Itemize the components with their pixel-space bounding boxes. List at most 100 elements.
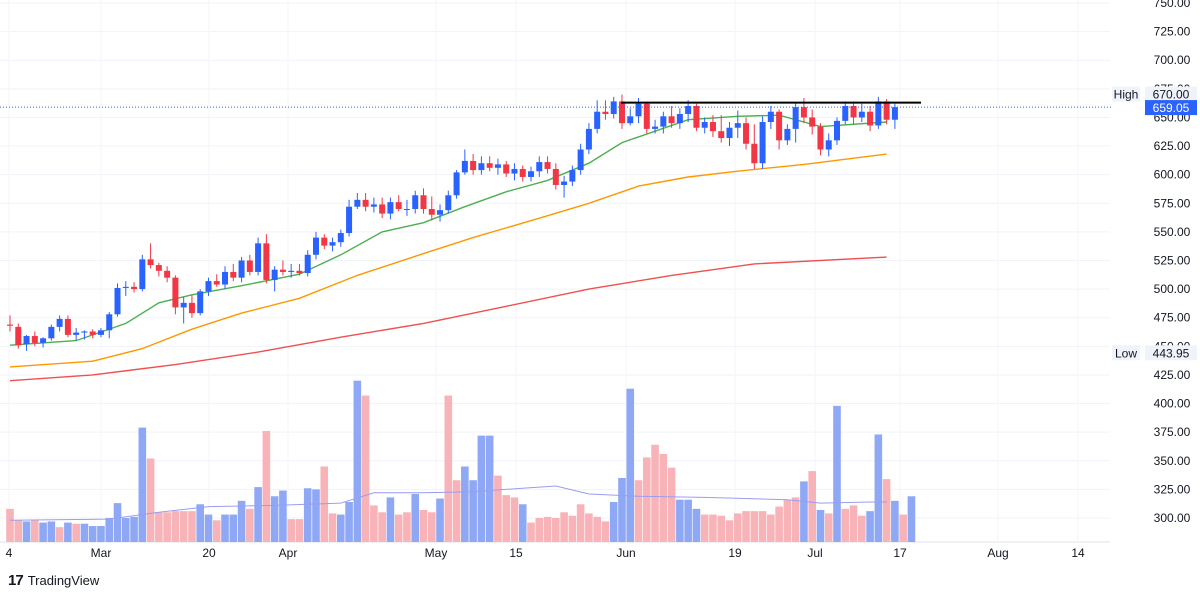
volume-bar: [370, 505, 378, 542]
price-tick-label: 350.00: [1154, 454, 1191, 468]
low-value: 443.95: [1153, 346, 1190, 360]
volume-bar: [642, 457, 651, 542]
volume-bar: [899, 514, 907, 542]
volume-bar: [791, 497, 800, 542]
volume-bar: [527, 522, 535, 542]
time-axis[interactable]: 4 Mar 20 Apr May 15 Jun 19 Jul 17 Aug 14: [6, 546, 1085, 560]
volume-bar: [378, 512, 386, 542]
candle: [834, 117, 840, 145]
candle: [64, 315, 71, 338]
volume-bar: [568, 515, 577, 542]
candle: [56, 315, 63, 332]
candle: [726, 122, 733, 147]
volume-bar: [22, 521, 31, 542]
volume-bar: [179, 511, 188, 542]
volume-bar: [105, 518, 114, 542]
volume-bar: [469, 480, 477, 542]
tradingview-branding[interactable]: 17 TradingView: [8, 572, 99, 589]
candle: [172, 275, 179, 315]
candle: [197, 289, 204, 316]
candle: [461, 149, 468, 175]
candle: [685, 100, 692, 123]
candle: [652, 119, 659, 134]
candle: [561, 175, 568, 198]
candle: [478, 156, 485, 175]
volume-bar: [891, 500, 899, 542]
candle: [222, 266, 229, 290]
candle: [569, 165, 576, 187]
candle: [453, 170, 460, 199]
tradingview-logo-icon: 17: [8, 572, 24, 589]
grid-lines: [0, 2, 1110, 543]
candle: [122, 281, 129, 296]
price-tick-label: 425.00: [1154, 368, 1191, 382]
volume-bar: [6, 508, 14, 542]
candle: [668, 106, 675, 128]
candle: [354, 192, 361, 209]
volume-bar: [337, 514, 345, 542]
volume-bar: [427, 512, 436, 542]
candle: [387, 197, 394, 220]
candle: [73, 328, 80, 341]
candle: [106, 312, 113, 339]
volume-bar: [229, 514, 238, 542]
brand-name: TradingView: [27, 573, 100, 588]
volume-bar: [634, 480, 643, 542]
price-tick-label: 700.00: [1154, 53, 1191, 67]
candle: [552, 163, 559, 190]
volume-bar: [849, 505, 858, 542]
candle: [867, 106, 874, 132]
candle: [577, 143, 584, 175]
time-tick-label: Aug: [987, 546, 1008, 560]
volume-bar: [419, 509, 428, 542]
candle: [379, 197, 386, 219]
time-tick-label: May: [425, 546, 448, 560]
volume-bar: [246, 508, 254, 542]
volume-bar: [279, 490, 287, 542]
volume-bar: [833, 405, 841, 542]
volume-bar: [221, 514, 229, 542]
price-tick-label: 750.00: [1154, 0, 1191, 10]
volume-bar: [816, 509, 825, 542]
volume-bar: [626, 388, 635, 542]
volume-bar: [510, 497, 519, 542]
price-tick-label: 525.00: [1154, 254, 1191, 268]
volume-bar: [700, 514, 709, 542]
volume-bar: [676, 499, 684, 542]
ema-mid-line: [9, 153, 887, 368]
candle: [271, 266, 278, 292]
volume-bar: [80, 523, 89, 542]
candle: [494, 158, 501, 175]
candle: [709, 115, 716, 137]
volume-bar: [47, 521, 56, 542]
time-tick-label: Apr: [279, 546, 298, 560]
volume-bars: [6, 380, 916, 542]
candle: [767, 106, 774, 129]
volume-bar: [750, 511, 759, 542]
volume-bar: [39, 522, 47, 542]
price-tick-label: 300.00: [1154, 511, 1191, 525]
price-axis[interactable]: 750.00725.00700.00675.00650.00625.00600.…: [1112, 0, 1200, 545]
volume-bar: [775, 506, 783, 542]
candle: [205, 277, 212, 296]
volume-bar: [882, 479, 891, 542]
candle: [329, 237, 336, 252]
volume-bar: [709, 514, 717, 542]
volume-bar: [411, 493, 420, 542]
volume-bar: [403, 512, 411, 542]
candle: [288, 263, 295, 278]
candle: [519, 165, 526, 182]
candle: [693, 103, 700, 132]
volume-bar: [733, 513, 742, 542]
volume-bar: [262, 431, 271, 542]
volume-bar: [130, 516, 138, 542]
candle: [238, 257, 245, 283]
candle: [246, 254, 253, 276]
candle: [31, 331, 38, 347]
volume-bar: [651, 444, 659, 542]
volume-bar: [808, 471, 816, 542]
price-tick-label: 600.00: [1154, 168, 1191, 182]
price-tick-label: 475.00: [1154, 311, 1191, 325]
candle: [585, 123, 592, 155]
